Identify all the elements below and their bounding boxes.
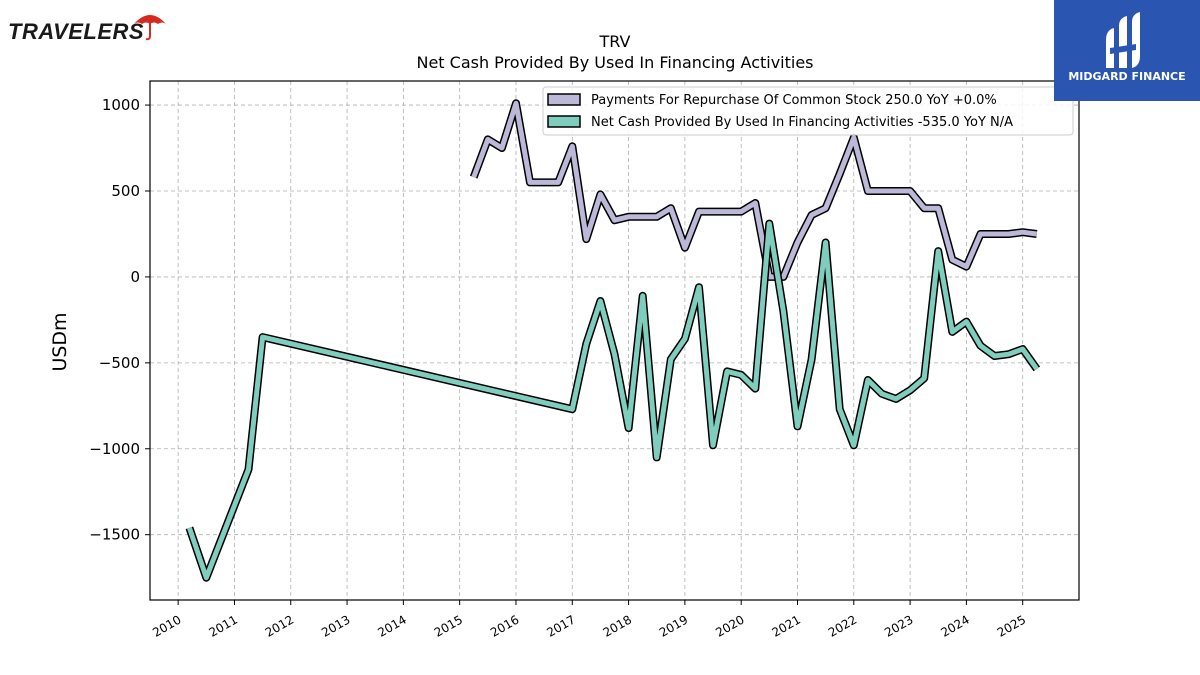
travelers-logo-text: TRAVELERS	[8, 19, 144, 44]
legend-box	[542, 86, 1074, 136]
series-lines	[185, 99, 1041, 582]
midgard-finance-logo: MIDGARD FINANCE	[1054, 0, 1200, 101]
legend-swatch-financing	[547, 115, 581, 128]
y-axis-label: USDm	[49, 312, 71, 371]
grid-lines	[150, 81, 1079, 600]
y-axis: 1000 500 0 −500 −1000 −1500	[89, 96, 150, 544]
y-tick-label: 0	[130, 268, 140, 286]
y-tick-label: 1000	[102, 96, 140, 114]
travelers-logo: TRAVELERS	[8, 15, 166, 44]
x-tick-label: 2025	[995, 612, 1028, 639]
x-tick-label: 2022	[826, 612, 859, 639]
y-tick-label: −1000	[89, 440, 140, 458]
x-tick-label: 2021	[770, 612, 803, 639]
x-tick-label: 2013	[319, 612, 352, 639]
y-tick-label: −1500	[89, 526, 140, 544]
legend-swatch-repurchase	[547, 93, 581, 106]
x-tick-label: 2020	[713, 612, 746, 639]
legend-label-repurchase: Payments For Repurchase Of Common Stock …	[591, 93, 997, 108]
midgard-logo-text: MIDGARD FINANCE	[1068, 70, 1185, 83]
x-tick-label: 2018	[601, 612, 634, 639]
x-axis: 2010 2011 2012 2013 2014 2015 2016 2017 2018 2019…	[150, 600, 1028, 640]
series-line-financing	[187, 221, 1039, 581]
x-tick-label: 2023	[882, 612, 915, 639]
legend-label-financing: Net Cash Provided By Used In Financing A…	[591, 115, 1013, 130]
plot-frame	[149, 80, 1080, 601]
y-tick-label: −500	[99, 354, 140, 372]
chart-subtitle: Net Cash Provided By Used In Financing A…	[416, 53, 813, 72]
x-tick-label: 2012	[263, 612, 296, 639]
x-tick-label: 2019	[657, 612, 690, 639]
chart-title: TRV	[599, 32, 631, 51]
x-tick-label: 2015	[432, 612, 465, 639]
x-tick-label: 2024	[938, 612, 971, 639]
y-tick-label: 500	[111, 182, 140, 200]
x-tick-label: 2010	[150, 612, 183, 639]
x-tick-label: 2017	[544, 612, 577, 639]
x-tick-label: 2016	[488, 612, 521, 639]
series-line-repurchase	[471, 100, 1038, 280]
x-tick-label: 2011	[207, 612, 240, 639]
x-tick-label: 2014	[375, 612, 408, 639]
umbrella-icon	[134, 15, 166, 41]
legend: Payments For Repurchase Of Common Stock …	[542, 86, 1074, 136]
midgard-emblem-icon	[1106, 12, 1140, 68]
